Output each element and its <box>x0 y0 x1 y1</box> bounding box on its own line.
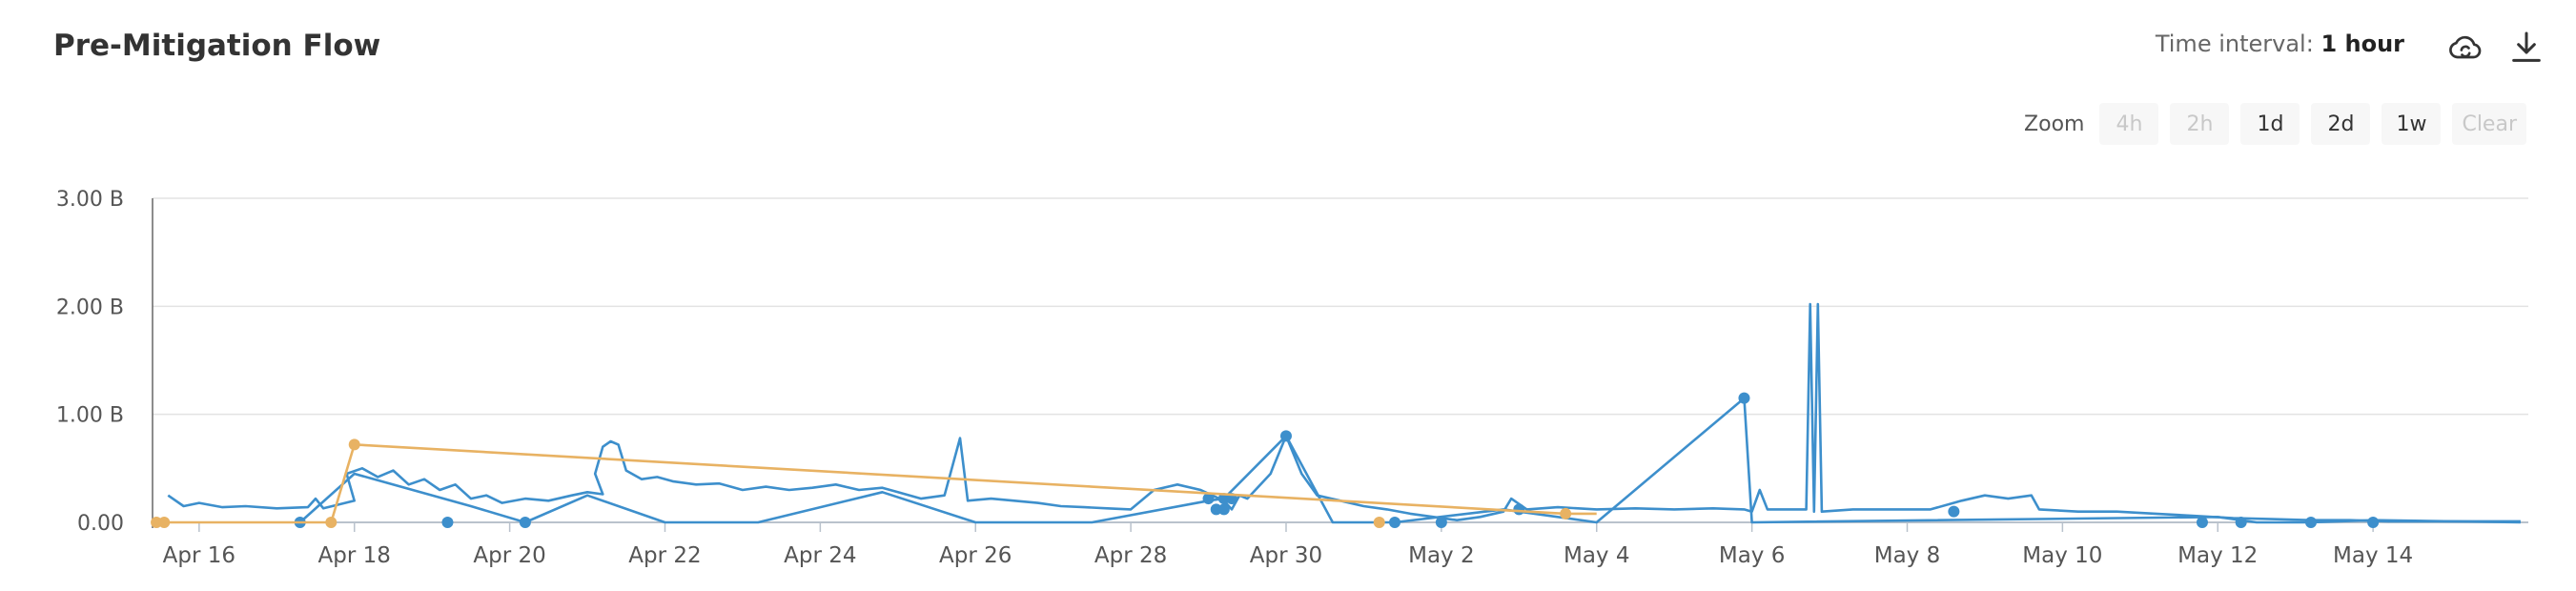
x-tick-label: May 14 <box>2333 543 2413 568</box>
zoom-1w-button[interactable]: 1w <box>2382 103 2442 145</box>
zoom-clear-button[interactable]: Clear <box>2452 103 2526 145</box>
series-0-point <box>2367 517 2380 528</box>
y-tick-label: 3.00 B <box>56 188 124 212</box>
series-0-point <box>1389 517 1401 528</box>
series-1-point <box>1560 507 1572 520</box>
zoom-controls: Zoom 4h 2h 1d 2d 1w Clear <box>2024 103 2526 145</box>
series-0-point <box>1948 505 1960 518</box>
x-tick-label: Apr 18 <box>318 543 391 568</box>
zoom-2h-button[interactable]: 2h <box>2170 103 2230 145</box>
x-tick-label: May 10 <box>2022 543 2102 568</box>
x-tick-label: Apr 16 <box>163 543 235 568</box>
zoom-2d-button[interactable]: 2d <box>2311 103 2371 145</box>
x-tick-label: Apr 24 <box>784 543 856 568</box>
zoom-label: Zoom <box>2024 112 2085 136</box>
x-tick-label: Apr 30 <box>1250 543 1322 568</box>
series-0-point <box>2304 517 2317 528</box>
series-1-point <box>348 438 360 451</box>
x-tick-label: Apr 26 <box>939 543 1012 568</box>
x-tick-label: May 4 <box>1564 543 1630 568</box>
series-0-point <box>2196 517 2208 528</box>
time-interval-label: Time interval: <box>2155 31 2314 57</box>
series-0-point <box>1513 503 1525 516</box>
series-0-point <box>519 517 531 528</box>
x-tick-label: Apr 20 <box>473 543 545 568</box>
series-0-connector <box>298 397 2521 524</box>
zoom-4h-button[interactable]: 4h <box>2099 103 2159 145</box>
series-0-point <box>1279 430 1292 442</box>
y-tick-label: 1.00 B <box>56 404 124 428</box>
series-0-point <box>1217 503 1230 516</box>
series-0-point <box>1435 517 1447 528</box>
series-1-point <box>158 517 171 528</box>
y-tick-label: 0.00 <box>77 512 124 536</box>
x-tick-label: Apr 22 <box>628 543 701 568</box>
series-0-line <box>167 302 2521 523</box>
series-1-line <box>153 443 1597 524</box>
series-0-point <box>1738 392 1750 404</box>
series-0-point <box>2235 517 2247 528</box>
cloud-refresh-icon[interactable] <box>2443 25 2488 71</box>
series-0-point <box>1202 493 1215 505</box>
x-tick-label: May 6 <box>1719 543 1786 568</box>
series-0-point <box>441 517 454 528</box>
time-interval-value: 1 hour <box>2320 31 2404 57</box>
x-tick-label: May 2 <box>1408 543 1475 568</box>
x-tick-label: May 8 <box>1874 543 1941 568</box>
x-tick-label: May 12 <box>2177 543 2258 568</box>
download-icon[interactable] <box>2504 25 2549 71</box>
series-1-point <box>1373 517 1385 528</box>
chart-title: Pre-Mitigation Flow <box>53 29 381 63</box>
series-1-point <box>325 517 337 528</box>
x-tick-label: Apr 28 <box>1094 543 1167 568</box>
time-interval: Time interval: 1 hour <box>2156 31 2404 57</box>
zoom-1d-button[interactable]: 1d <box>2240 103 2300 145</box>
y-tick-label: 2.00 B <box>56 296 124 319</box>
